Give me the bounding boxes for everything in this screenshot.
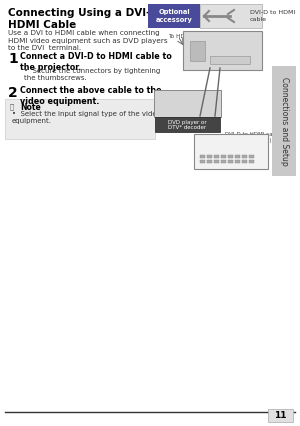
Text: 11: 11 <box>274 412 286 420</box>
Text: Note: Note <box>20 103 41 112</box>
Bar <box>242 160 247 163</box>
Bar <box>221 155 226 158</box>
Text: •  Secure the connectors by tightening
the thumbscrews.: • Secure the connectors by tightening th… <box>24 68 160 81</box>
Text: Connect the above cable to the
video equipment.: Connect the above cable to the video equ… <box>20 86 162 106</box>
Bar <box>249 155 254 158</box>
FancyBboxPatch shape <box>148 4 200 28</box>
FancyBboxPatch shape <box>155 117 220 132</box>
Bar <box>214 155 219 158</box>
Bar <box>200 160 205 163</box>
Bar <box>190 41 205 61</box>
Text: Connecting Using a DVI-D to
HDMI Cable: Connecting Using a DVI-D to HDMI Cable <box>8 8 175 30</box>
Text: DVI-D to HDMI cable
(sold separately): DVI-D to HDMI cable (sold separately) <box>225 132 281 143</box>
Text: Connect a DVI-D to HDMI cable to
the projector.: Connect a DVI-D to HDMI cable to the pro… <box>20 52 172 72</box>
FancyBboxPatch shape <box>194 134 268 169</box>
FancyBboxPatch shape <box>183 31 262 70</box>
FancyBboxPatch shape <box>272 66 296 176</box>
FancyBboxPatch shape <box>268 409 293 422</box>
Bar <box>210 56 250 64</box>
Text: 1: 1 <box>8 52 18 66</box>
Bar <box>200 155 205 158</box>
Bar <box>221 160 226 163</box>
Text: Optional
accessory: Optional accessory <box>156 9 192 23</box>
Bar <box>228 155 233 158</box>
Text: DVI-D to HDMI
cable: DVI-D to HDMI cable <box>250 10 295 22</box>
FancyBboxPatch shape <box>5 99 155 139</box>
Text: Use a DVI to HDMI cable when connecting
HDMI video equipment such as DVD players: Use a DVI to HDMI cable when connecting … <box>8 30 168 51</box>
Text: 2: 2 <box>8 86 18 100</box>
FancyBboxPatch shape <box>200 4 262 28</box>
Bar <box>249 160 254 163</box>
Text: DVD player or
DTV* decoder: DVD player or DTV* decoder <box>168 120 206 130</box>
FancyBboxPatch shape <box>154 90 221 117</box>
Text: •  Select the input signal type of the video
equipment.: • Select the input signal type of the vi… <box>12 111 161 124</box>
Bar <box>214 160 219 163</box>
Bar <box>207 160 212 163</box>
Text: 📝: 📝 <box>10 103 14 109</box>
Text: Connections and Setup: Connections and Setup <box>280 77 289 165</box>
Bar <box>235 155 240 158</box>
Bar <box>207 155 212 158</box>
Bar <box>242 155 247 158</box>
Bar <box>228 160 233 163</box>
Bar <box>235 160 240 163</box>
Text: To HDMI output terminal: To HDMI output terminal <box>168 34 239 39</box>
